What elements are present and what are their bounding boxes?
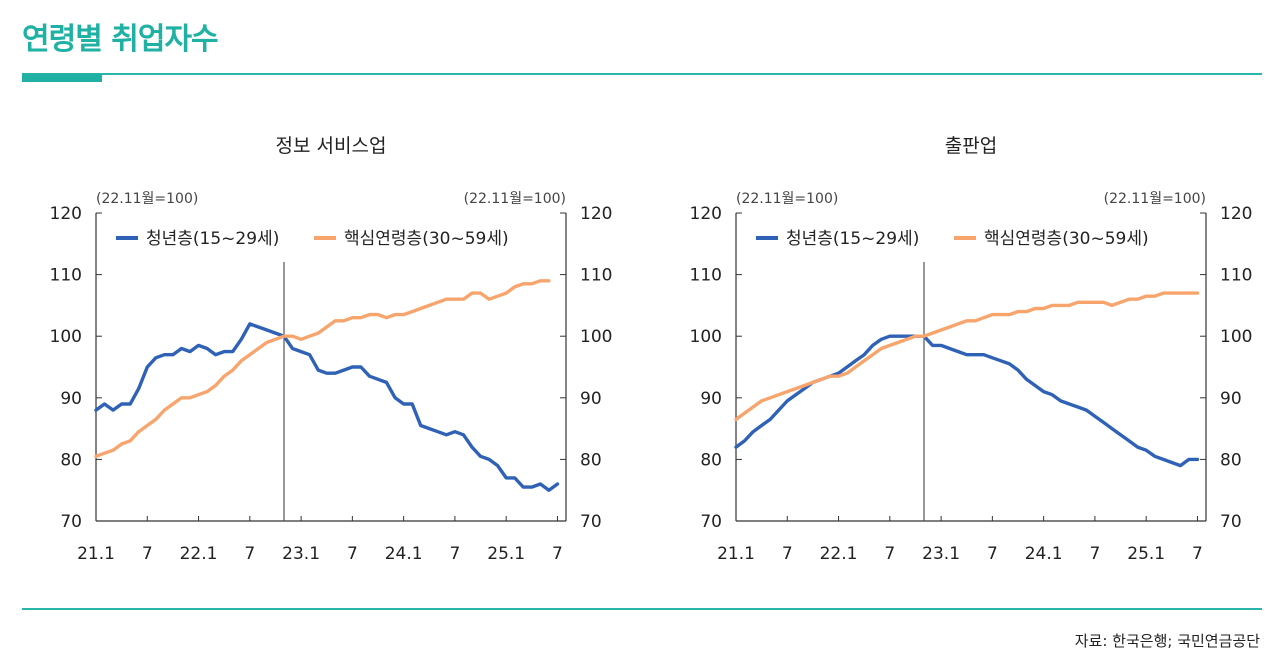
x-tick-label: 7 xyxy=(782,544,793,564)
y-tick-label-right: 80 xyxy=(1220,450,1242,470)
unit-label-right: (22.11월=100) xyxy=(464,191,566,207)
y-tick-label-right: 110 xyxy=(1220,266,1252,286)
y-tick-label-left: 80 xyxy=(60,450,82,470)
y-tick-label-left: 100 xyxy=(50,327,82,347)
y-tick-label-right: 80 xyxy=(580,450,602,470)
unit-label-left: (22.11월=100) xyxy=(736,191,838,207)
y-tick-label-left: 110 xyxy=(50,266,82,286)
series-line-youth xyxy=(734,334,1200,468)
y-tick-label-right: 70 xyxy=(580,512,602,532)
unit-label-right: (22.11월=100) xyxy=(1104,191,1206,207)
y-tick-label-left: 70 xyxy=(700,512,722,532)
x-tick-label: 7 xyxy=(244,544,255,564)
y-tick-label-left: 120 xyxy=(50,204,82,224)
chart-title: 정보 서비스업 xyxy=(276,135,387,157)
y-tick-label-left: 100 xyxy=(690,327,722,347)
x-tick-label: 23.1 xyxy=(282,544,320,564)
series-line-core xyxy=(734,291,1200,422)
header-rule xyxy=(22,73,1262,75)
series-line-youth xyxy=(94,322,560,492)
y-tick-label-right: 90 xyxy=(580,389,602,409)
x-tick-label: 7 xyxy=(987,544,998,564)
footer-rule xyxy=(22,608,1262,610)
chart-publishing: 출판업 (22.11월=100) (22.11월=100) 70 70 80 80 90 90 1… xyxy=(690,135,1253,564)
x-tick-label: 24.1 xyxy=(1025,544,1063,564)
legend-label: 청년층(15~29세) xyxy=(786,229,919,249)
page-title: 연령별 취업자수 xyxy=(22,22,219,57)
y-tick-label-left: 90 xyxy=(700,389,722,409)
chart-title: 출판업 xyxy=(945,135,997,157)
y-tick-label-left: 120 xyxy=(690,204,722,224)
x-tick-label: 24.1 xyxy=(385,544,423,564)
y-tick-label-right: 100 xyxy=(580,327,612,347)
x-tick-label: 21.1 xyxy=(77,544,115,564)
legend-label: 핵심연령층(30~59세) xyxy=(344,229,509,249)
x-tick-label: 25.1 xyxy=(1127,544,1165,564)
y-tick-label-right: 120 xyxy=(580,204,612,224)
chart-info-services: 정보 서비스업 (22.11월=100) (22.11월=100) 70 70 80 80 9… xyxy=(50,135,613,564)
x-tick-label: 7 xyxy=(449,544,460,564)
y-tick-label-right: 120 xyxy=(1220,204,1252,224)
y-tick-label-right: 90 xyxy=(1220,389,1242,409)
x-tick-label: 7 xyxy=(1089,544,1100,564)
x-tick-label: 23.1 xyxy=(922,544,960,564)
x-tick-label: 7 xyxy=(1192,544,1203,564)
x-tick-label: 7 xyxy=(884,544,895,564)
x-tick-label: 7 xyxy=(552,544,563,564)
y-tick-label-left: 70 xyxy=(60,512,82,532)
x-tick-label: 22.1 xyxy=(180,544,218,564)
legend-label: 청년층(15~29세) xyxy=(146,229,279,249)
x-tick-label: 21.1 xyxy=(717,544,755,564)
x-tick-label: 7 xyxy=(142,544,153,564)
header-accent-bar xyxy=(22,74,102,82)
x-tick-label: 22.1 xyxy=(820,544,858,564)
x-tick-label: 7 xyxy=(347,544,358,564)
y-tick-label-left: 80 xyxy=(700,450,722,470)
legend-label: 핵심연령층(30~59세) xyxy=(984,229,1149,249)
series-line-core xyxy=(94,279,551,458)
y-tick-label-right: 70 xyxy=(1220,512,1242,532)
y-tick-label-right: 110 xyxy=(580,266,612,286)
y-tick-label-left: 110 xyxy=(690,266,722,286)
source-note: 자료: 한국은행; 국민연금공단 xyxy=(1074,632,1260,650)
x-tick-label: 25.1 xyxy=(487,544,525,564)
unit-label-left: (22.11월=100) xyxy=(96,191,198,207)
y-tick-label-right: 100 xyxy=(1220,327,1252,347)
y-tick-label-left: 90 xyxy=(60,389,82,409)
